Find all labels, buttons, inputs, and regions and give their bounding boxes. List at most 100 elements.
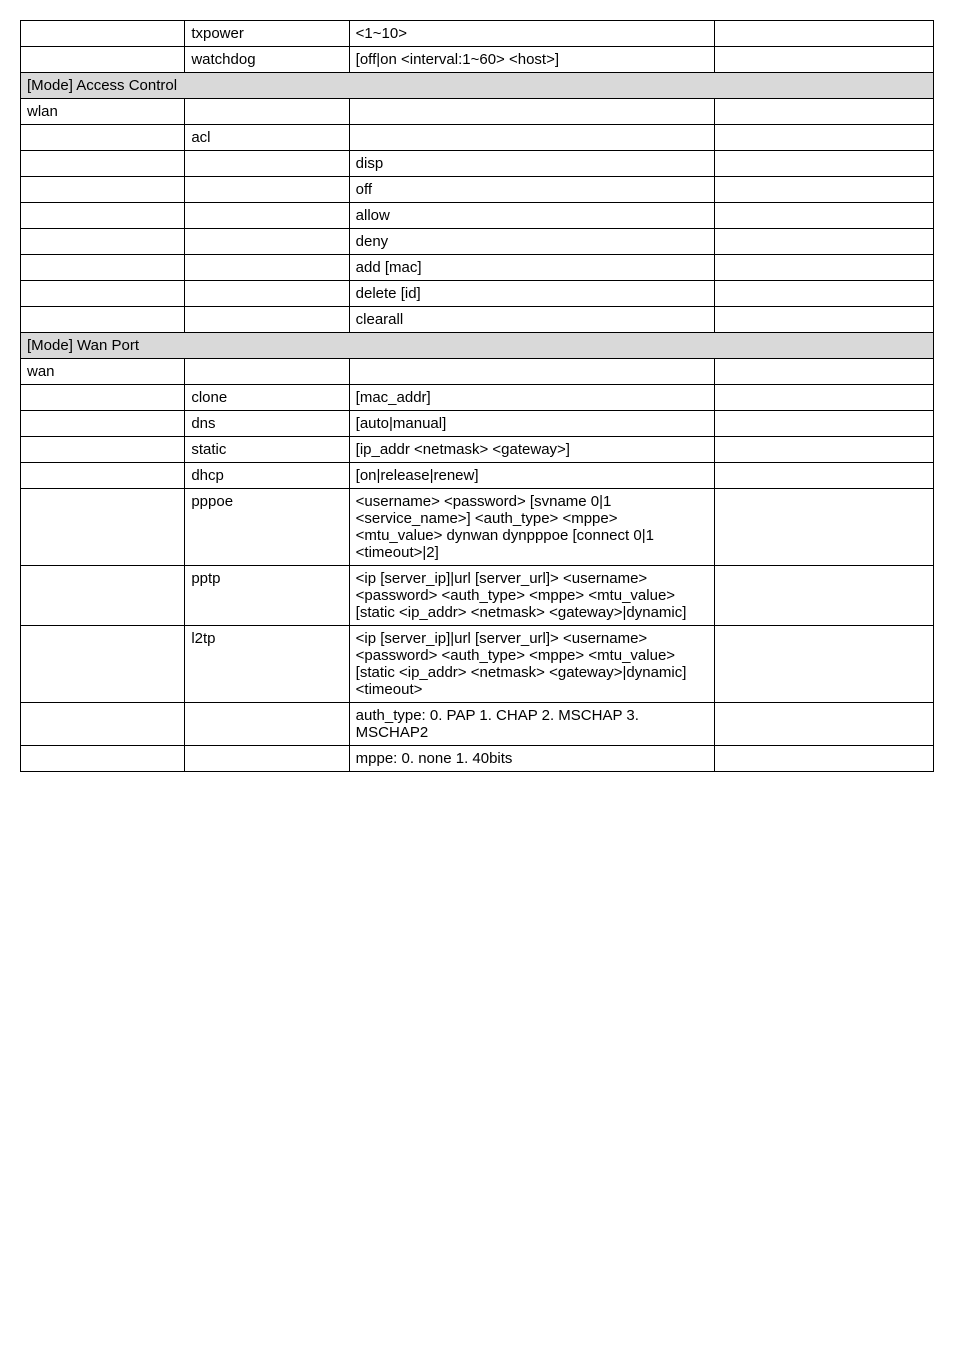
cell-c4 [714, 125, 933, 151]
cell-c1 [21, 566, 185, 626]
cell-c3: [ip_addr <netmask> <gateway>] [349, 437, 714, 463]
cell-c3 [349, 125, 714, 151]
table-row: dhcp[on|release|renew] [21, 463, 934, 489]
table-row: wan [21, 359, 934, 385]
cell-c3: [on|release|renew] [349, 463, 714, 489]
cell-c2: acl [185, 125, 349, 151]
cell-c2: pptp [185, 566, 349, 626]
cell-c3: deny [349, 229, 714, 255]
cell-c3: clearall [349, 307, 714, 333]
table-row: txpower<1~10> [21, 21, 934, 47]
table-row: [Mode] Wan Port [21, 333, 934, 359]
cell-c1 [21, 437, 185, 463]
cell-c3: [mac_addr] [349, 385, 714, 411]
cell-c1 [21, 489, 185, 566]
table-row: [Mode] Access Control [21, 73, 934, 99]
table-row: dns[auto|manual] [21, 411, 934, 437]
cell-c1 [21, 307, 185, 333]
cell-c4 [714, 437, 933, 463]
table-row: wlan [21, 99, 934, 125]
cell-c2: dns [185, 411, 349, 437]
cell-c4 [714, 359, 933, 385]
cell-c1: wan [21, 359, 185, 385]
cell-c3: disp [349, 151, 714, 177]
cell-c2 [185, 99, 349, 125]
table-row: clearall [21, 307, 934, 333]
cell-c4 [714, 21, 933, 47]
cell-c3: allow [349, 203, 714, 229]
cell-c1 [21, 626, 185, 703]
cell-c4 [714, 489, 933, 566]
table-row: delete [id] [21, 281, 934, 307]
table-row: l2tp<ip [server_ip]|url [server_url]> <u… [21, 626, 934, 703]
cell-c1 [21, 47, 185, 73]
cell-c2 [185, 703, 349, 746]
cell-c4 [714, 99, 933, 125]
cell-c3: <username> <password> [svname 0|1 <servi… [349, 489, 714, 566]
cell-c3: off [349, 177, 714, 203]
cell-c3: <ip [server_ip]|url [server_url]> <usern… [349, 626, 714, 703]
cell-c1 [21, 255, 185, 281]
cell-c1 [21, 125, 185, 151]
table-row: clone[mac_addr] [21, 385, 934, 411]
cell-c2: dhcp [185, 463, 349, 489]
cell-c3: add [mac] [349, 255, 714, 281]
cell-c4 [714, 463, 933, 489]
cell-c3: delete [id] [349, 281, 714, 307]
cell-c2 [185, 281, 349, 307]
cell-c2 [185, 151, 349, 177]
cell-c4 [714, 307, 933, 333]
cell-c4 [714, 281, 933, 307]
cell-c1 [21, 463, 185, 489]
table-row: static[ip_addr <netmask> <gateway>] [21, 437, 934, 463]
cell-c1 [21, 177, 185, 203]
cell-c1 [21, 385, 185, 411]
cell-c2: clone [185, 385, 349, 411]
table-row: mppe: 0. none 1. 40bits [21, 746, 934, 772]
cell-c2: watchdog [185, 47, 349, 73]
cell-c1: wlan [21, 99, 185, 125]
cell-c2 [185, 359, 349, 385]
cell-c3 [349, 99, 714, 125]
table-row: acl [21, 125, 934, 151]
cell-c4 [714, 151, 933, 177]
cell-c4 [714, 566, 933, 626]
cell-c4 [714, 411, 933, 437]
cell-c1 [21, 21, 185, 47]
cell-c2 [185, 307, 349, 333]
cell-c1 [21, 411, 185, 437]
table-row: auth_type: 0. PAP 1. CHAP 2. MSCHAP 3. M… [21, 703, 934, 746]
command-table: txpower<1~10>watchdog[off|on <interval:1… [20, 20, 934, 772]
cell-c4 [714, 385, 933, 411]
table-row: allow [21, 203, 934, 229]
cell-c1 [21, 746, 185, 772]
cell-c4 [714, 703, 933, 746]
table-row: watchdog[off|on <interval:1~60> <host>] [21, 47, 934, 73]
cell-c3: mppe: 0. none 1. 40bits [349, 746, 714, 772]
cell-c1 [21, 151, 185, 177]
cell-c2 [185, 203, 349, 229]
cell-c3: [auto|manual] [349, 411, 714, 437]
cell-c3: <ip [server_ip]|url [server_url]> <usern… [349, 566, 714, 626]
cell-c1 [21, 229, 185, 255]
table-row: pppoe<username> <password> [svname 0|1 <… [21, 489, 934, 566]
cell-c3: <1~10> [349, 21, 714, 47]
table-row: disp [21, 151, 934, 177]
cell-c3: auth_type: 0. PAP 1. CHAP 2. MSCHAP 3. M… [349, 703, 714, 746]
table-row: add [mac] [21, 255, 934, 281]
cell-c2: txpower [185, 21, 349, 47]
cell-c4 [714, 746, 933, 772]
cell-c4 [714, 229, 933, 255]
table-row: pptp<ip [server_ip]|url [server_url]> <u… [21, 566, 934, 626]
cell-c4 [714, 47, 933, 73]
section-header: [Mode] Wan Port [21, 333, 934, 359]
cell-c1 [21, 203, 185, 229]
cell-c2: pppoe [185, 489, 349, 566]
cell-c2 [185, 255, 349, 281]
table-row: deny [21, 229, 934, 255]
cell-c4 [714, 626, 933, 703]
cell-c2 [185, 229, 349, 255]
cell-c2 [185, 746, 349, 772]
cell-c4 [714, 255, 933, 281]
section-header: [Mode] Access Control [21, 73, 934, 99]
